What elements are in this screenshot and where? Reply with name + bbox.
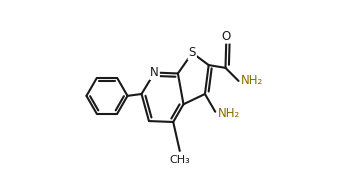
Text: CH₃: CH₃ xyxy=(170,155,190,165)
Text: S: S xyxy=(188,46,196,59)
Text: NH₂: NH₂ xyxy=(218,107,240,120)
Text: N: N xyxy=(150,66,159,79)
Text: NH₂: NH₂ xyxy=(241,74,264,87)
Text: O: O xyxy=(222,30,231,43)
